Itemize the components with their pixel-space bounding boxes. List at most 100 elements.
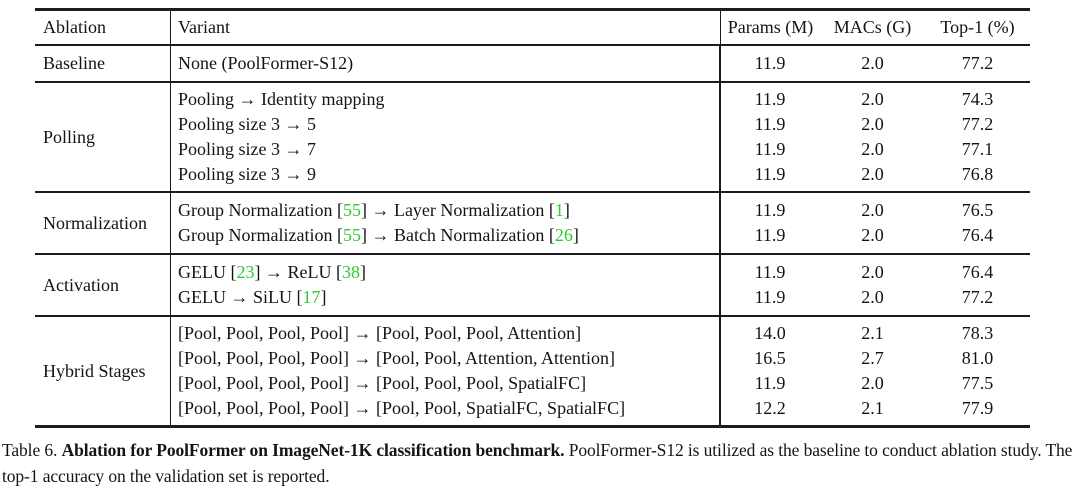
macs-value: 2.0 — [861, 287, 884, 307]
variant-segment: Pooling → Identity mapping — [178, 89, 385, 109]
column-header-macs: MACs (G) — [833, 17, 912, 37]
params-value: 11.9 — [754, 287, 786, 307]
macs-value: 2.0 — [861, 373, 884, 393]
variant-text: Pooling size 3 → 7 — [171, 137, 720, 162]
macs-value: 2.7 — [861, 348, 884, 368]
section-rows: [Pool, Pool, Pool, Pool] → [Pool, Pool, … — [170, 317, 1030, 425]
top1-value: 77.1 — [961, 139, 994, 159]
column-header-ablation: Ablation — [43, 17, 106, 37]
citation-ref[interactable]: 1 — [554, 200, 564, 220]
macs-value: 2.0 — [861, 139, 884, 159]
top1-value: 78.3 — [961, 323, 994, 343]
table-row: None (PoolFormer-S12) 11.9 2.0 77.2 — [171, 51, 1030, 76]
top1-value: 76.4 — [961, 225, 994, 245]
variant-segment: ] — [563, 200, 570, 220]
params-value: 11.9 — [754, 200, 786, 220]
citation-ref[interactable]: 17 — [302, 287, 321, 307]
table-row: [Pool, Pool, Pool, Pool] → [Pool, Pool, … — [171, 346, 1030, 371]
macs-value: 2.0 — [861, 200, 884, 220]
params-value: 11.9 — [754, 262, 786, 282]
variant-segment: [Pool, Pool, Pool, Pool] → [Pool, Pool, … — [178, 348, 616, 368]
column-header-params: Params (M) — [720, 11, 820, 44]
variant-segment: [Pool, Pool, Pool, Pool] → [Pool, Pool, … — [178, 373, 587, 393]
table-row: GELU [23] → ReLU [38] 11.9 2.0 76.4 — [171, 260, 1030, 285]
table-row: Pooling size 3 → 5 11.9 2.0 77.2 — [171, 112, 1030, 137]
table-section: Polling Pooling → Identity mapping 11.9 2.0… — [35, 83, 1030, 193]
citation-ref[interactable]: 26 — [554, 225, 573, 245]
variant-segment: Group Normalization [ — [178, 225, 343, 245]
variant-text: Group Normalization [55] → Layer Normali… — [171, 198, 720, 223]
table-header-row: Ablation Variant Params (M) MACs (G) Top… — [35, 11, 1030, 46]
table-section: Baseline None (PoolFormer-S12) 11.9 2.0 77.2 — [35, 46, 1030, 83]
caption-label: Table 6. — [2, 440, 62, 460]
params-value: 12.2 — [754, 398, 786, 418]
table-row: Group Normalization [55] → Batch Normali… — [171, 223, 1030, 248]
top1-value: 77.9 — [961, 398, 994, 418]
params-value: 11.9 — [754, 373, 786, 393]
ablation-label: Baseline — [43, 53, 105, 73]
variant-segment: ] — [320, 287, 327, 307]
top1-value: 77.5 — [961, 373, 994, 393]
params-value: 11.9 — [754, 114, 786, 134]
variant-segment: ] → Batch Normalization [ — [360, 225, 555, 245]
macs-value: 2.0 — [861, 164, 884, 184]
ablation-table: Ablation Variant Params (M) MACs (G) Top… — [35, 8, 1030, 428]
citation-ref[interactable]: 55 — [342, 200, 361, 220]
params-value: 11.9 — [754, 225, 786, 245]
macs-value: 2.0 — [861, 89, 884, 109]
variant-segment: GELU → SiLU [ — [178, 287, 303, 307]
section-rows: None (PoolFormer-S12) 11.9 2.0 77.2 — [170, 46, 1030, 81]
column-divider — [719, 193, 721, 253]
table-section: Hybrid Stages [Pool, Pool, Pool, Pool] → … — [35, 317, 1030, 425]
ablation-label: Normalization — [43, 212, 147, 233]
variant-segment: None (PoolFormer-S12) — [178, 53, 354, 73]
top1-value: 74.3 — [961, 89, 994, 109]
params-value: 11.9 — [754, 53, 786, 73]
variant-segment: [Pool, Pool, Pool, Pool] → [Pool, Pool, … — [178, 398, 626, 418]
params-value: 11.9 — [754, 139, 786, 159]
params-value: 11.9 — [754, 164, 786, 184]
variant-segment: ] — [572, 225, 579, 245]
top1-value: 81.0 — [961, 348, 994, 368]
citation-ref[interactable]: 23 — [236, 262, 255, 282]
caption-bold-title: Ablation for PoolFormer on ImageNet-1K c… — [61, 440, 565, 460]
ablation-label: Activation — [43, 274, 119, 295]
column-divider — [719, 317, 721, 425]
macs-value: 2.1 — [861, 398, 884, 418]
variant-segment: [Pool, Pool, Pool, Pool] → [Pool, Pool, … — [178, 323, 582, 343]
params-value: 16.5 — [754, 348, 786, 368]
params-value: 11.9 — [754, 89, 786, 109]
table-row: [Pool, Pool, Pool, Pool] → [Pool, Pool, … — [171, 396, 1030, 421]
variant-segment: Pooling size 3 → 7 — [178, 139, 316, 159]
top1-value: 76.5 — [961, 200, 994, 220]
variant-text: GELU → SiLU [17] — [171, 285, 720, 310]
table-row: GELU → SiLU [17] 11.9 2.0 77.2 — [171, 285, 1030, 310]
variant-segment: GELU [ — [178, 262, 237, 282]
top1-value: 76.8 — [961, 164, 994, 184]
caption-body: PoolFormer-S12 is utilized as the baseli… — [2, 440, 1073, 486]
column-header-top1: Top-1 (%) — [940, 17, 1015, 37]
top1-value: 77.2 — [961, 287, 994, 307]
table-sections: Baseline None (PoolFormer-S12) 11.9 2.0 77.2… — [35, 46, 1030, 425]
section-rows: Pooling → Identity mapping 11.9 2.0 74.3 Poo… — [170, 83, 1030, 191]
table-row: [Pool, Pool, Pool, Pool] → [Pool, Pool, … — [171, 371, 1030, 396]
top1-value: 77.2 — [961, 114, 994, 134]
macs-value: 2.0 — [861, 225, 884, 245]
variant-segment: ] → ReLU [ — [254, 262, 342, 282]
table-row: Group Normalization [55] → Layer Normali… — [171, 198, 1030, 223]
variant-segment: Pooling size 3 → 5 — [178, 114, 316, 134]
variant-segment: ] — [359, 262, 366, 282]
section-rows: Group Normalization [55] → Layer Normali… — [170, 193, 1030, 253]
table-row: Pooling size 3 → 9 11.9 2.0 76.8 — [171, 162, 1030, 187]
macs-value: 2.0 — [861, 262, 884, 282]
column-divider — [719, 255, 721, 315]
column-header-variant: Variant — [170, 11, 720, 44]
variant-text: Pooling → Identity mapping — [171, 87, 720, 112]
citation-ref[interactable]: 38 — [341, 262, 360, 282]
table-section: Normalization Group Normalization [55] → … — [35, 193, 1030, 255]
paper-table-figure: Ablation Variant Params (M) MACs (G) Top… — [0, 8, 1080, 491]
citation-ref[interactable]: 55 — [342, 225, 361, 245]
ablation-label: Polling — [43, 126, 96, 147]
variant-text: [Pool, Pool, Pool, Pool] → [Pool, Pool, … — [171, 371, 720, 396]
table-row: Pooling → Identity mapping 11.9 2.0 74.3 — [171, 87, 1030, 112]
